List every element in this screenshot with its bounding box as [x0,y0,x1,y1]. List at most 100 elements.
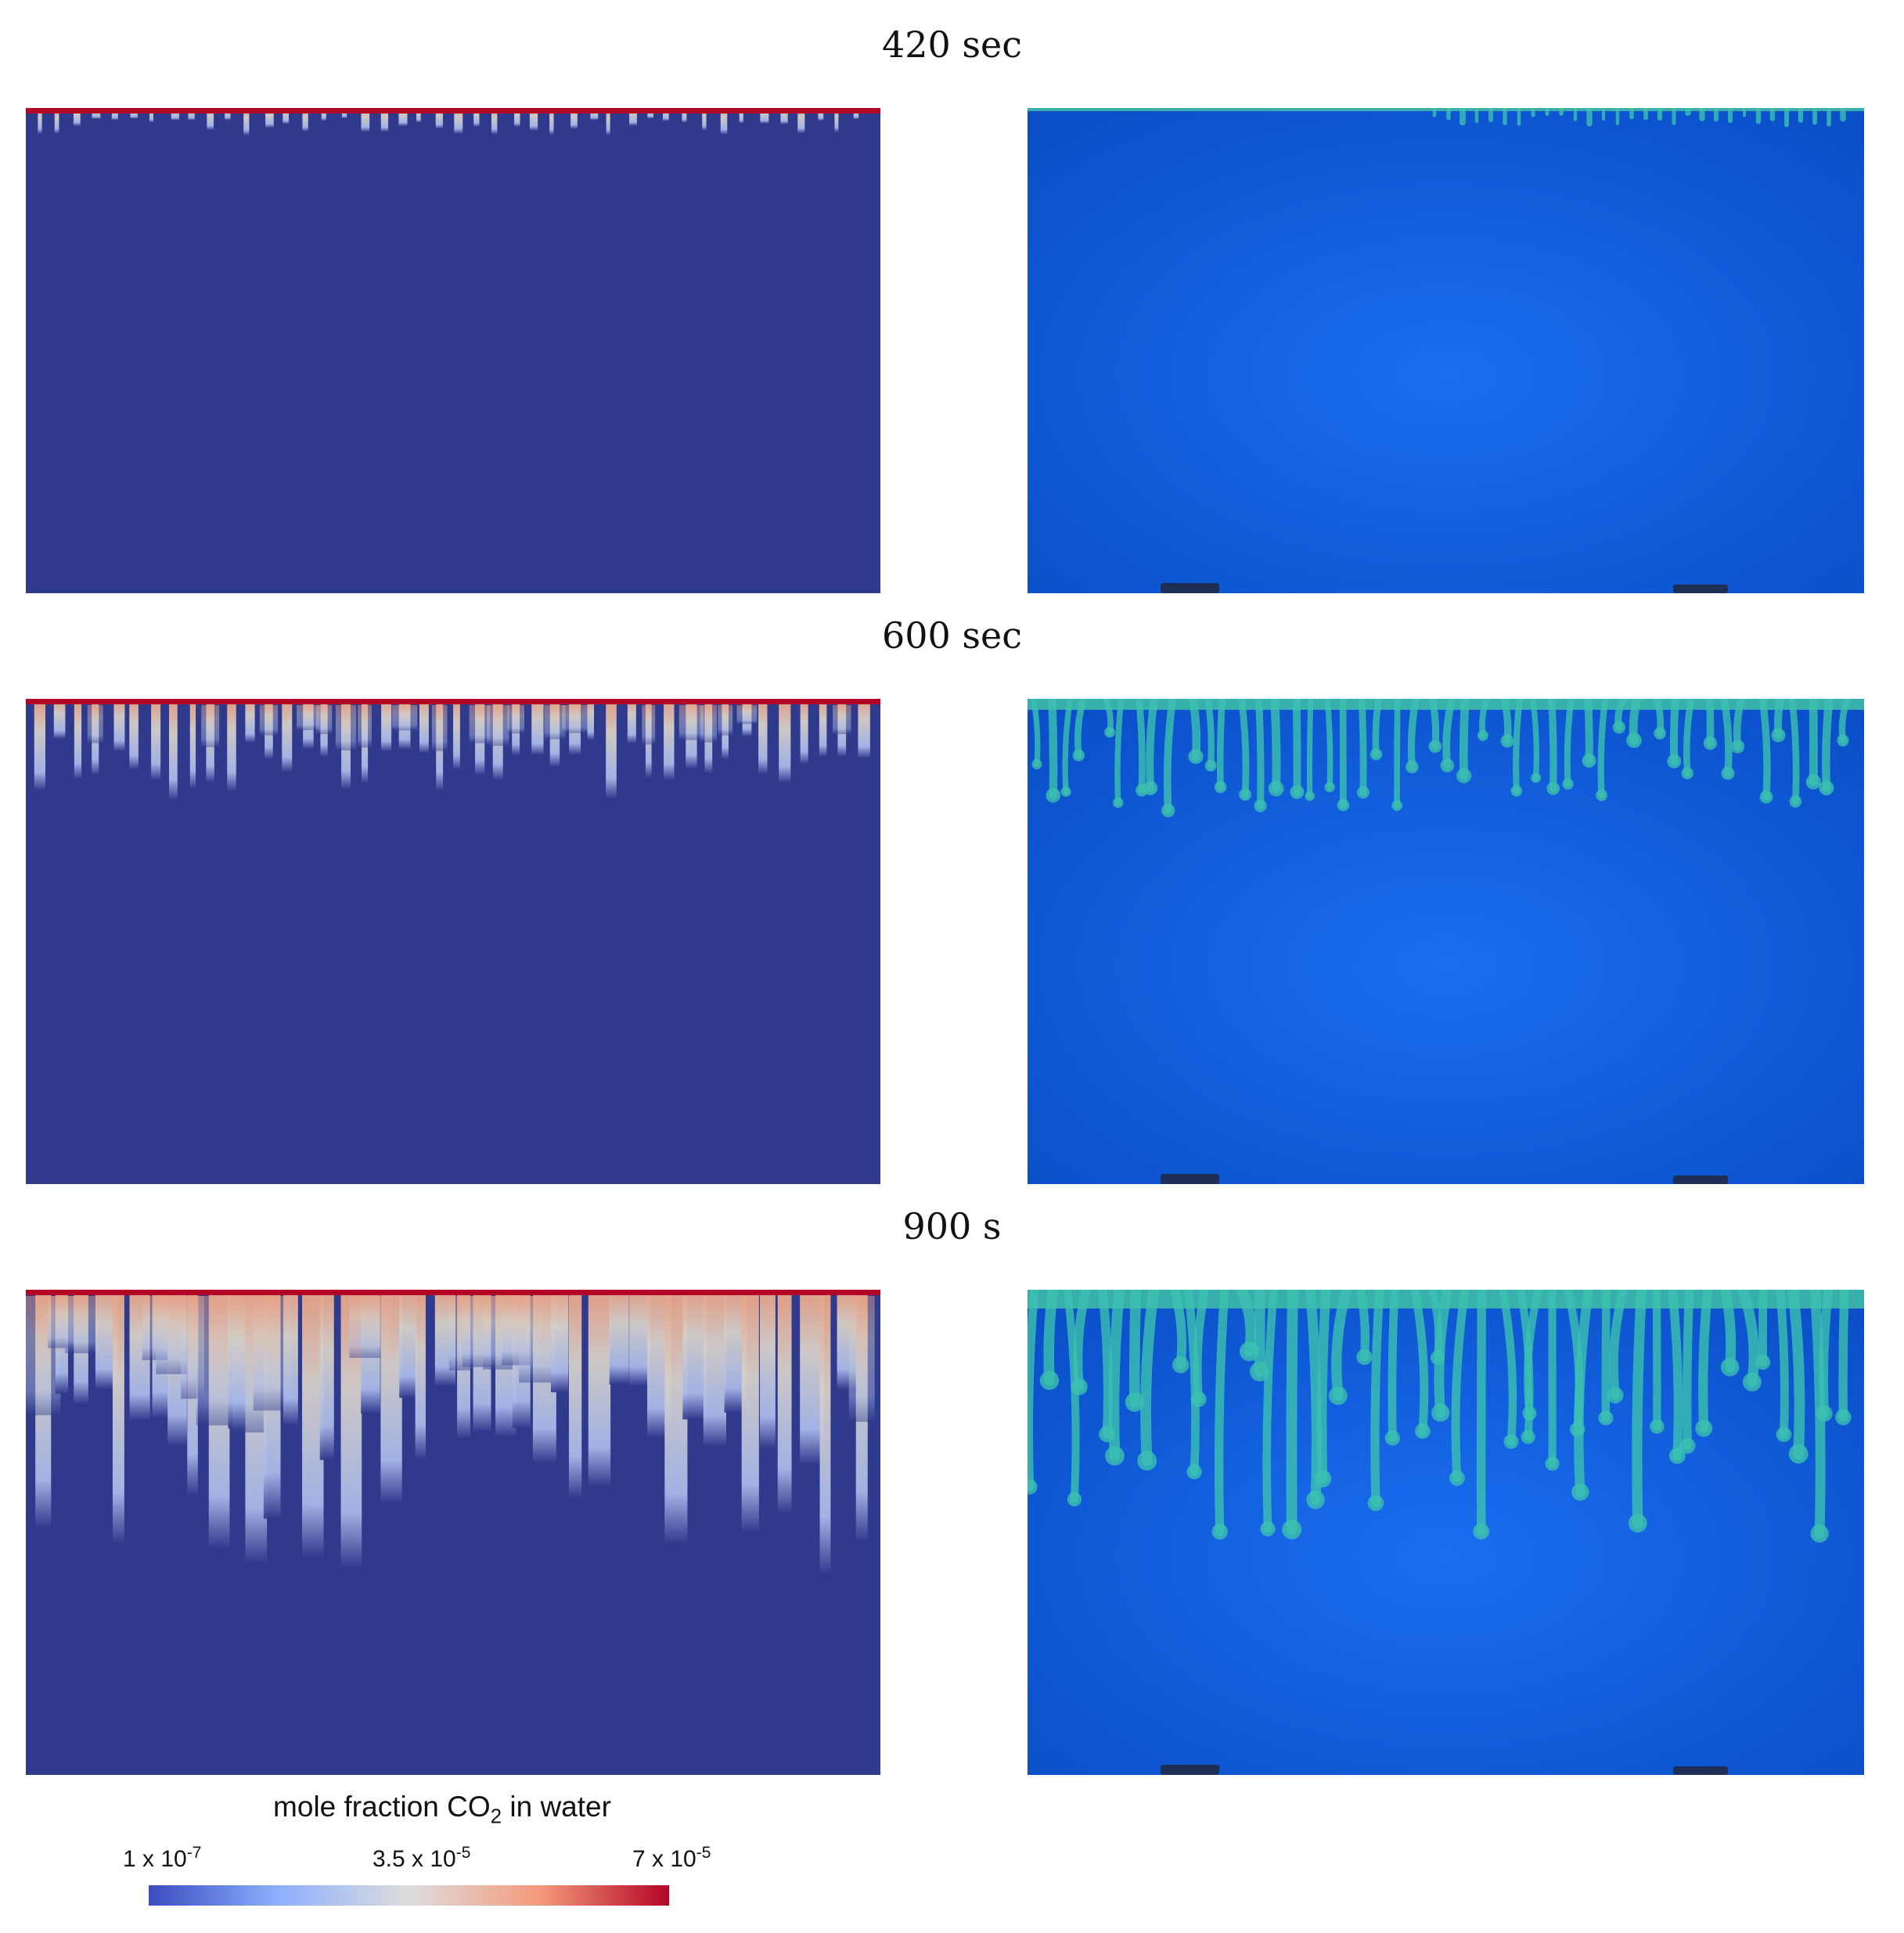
sim-finger [283,108,290,124]
exp-plume-tip [1771,728,1786,743]
exp-plume [1238,699,1250,798]
exp-plume-tip [1835,1409,1852,1426]
sim-finger [419,699,429,754]
exp-plume [1597,699,1609,799]
sim-finger-halo [718,705,733,736]
sim-finger [112,1290,124,1544]
exp-plume [1683,699,1695,777]
exp-plume [1451,1290,1470,1483]
sim-finger-halo [297,705,320,730]
exp-plume-tip [1545,1456,1560,1471]
exp-plume [1838,1290,1849,1422]
exp-plume-tip [1028,1479,1038,1495]
exp-plume-tip [1449,1470,1465,1486]
exp-plume [1048,699,1058,800]
exp-plume-group [1028,1290,1852,1543]
sim-finger [760,108,769,124]
sim-finger [590,108,599,121]
sim-finger [531,699,544,755]
exp-plume-tip [1305,790,1316,801]
exp-plume-tip [1654,727,1666,740]
exp-plume-tip [1546,782,1560,795]
sim-finger [529,108,538,131]
exp-plume-tip [1789,795,1802,808]
exp-plume-tip [1337,798,1350,812]
exp-plume [1683,1290,1694,1451]
sim-finger [739,108,743,124]
exp-plume-tip [1060,787,1071,797]
sim-finger [243,108,250,136]
sim-finger [283,1290,298,1426]
sim-finger [34,699,45,790]
exp-plume-tip [1239,788,1252,801]
sim-finger [588,1290,611,1487]
exp-background [1028,108,1864,593]
exp-plume [1410,1290,1429,1436]
exp-plume [1043,1290,1059,1386]
exp-plume-tip [1211,1523,1228,1540]
exp-plume-group [1432,108,1846,128]
exp-plume [1114,699,1125,806]
sim-finger [797,108,805,134]
sim-finger-halo [736,705,758,725]
sim-finger [380,108,389,132]
exp-plume-tip [1356,1348,1373,1366]
sim-finger [398,108,408,127]
sim-finger-halo [259,705,279,736]
exp-plume [1669,699,1679,765]
sim-finger [663,108,669,121]
sim-finger [491,108,498,135]
exp-plume-tip [1816,1405,1833,1422]
sim-finger [800,699,808,765]
exp-plume [1609,1290,1629,1400]
sim-fingers-600 [26,699,880,800]
sim-finger-halo [642,705,656,745]
experiment-photo-900 [1028,1290,1864,1775]
sim-finger [38,108,42,135]
exp-plume [1668,1290,1683,1460]
sim-finger-halo [562,705,588,733]
sim-finger [188,108,195,121]
exp-clamp-right [1673,1766,1728,1775]
colorbar-title: mole fraction CO2 in water [149,1791,736,1828]
colorbar [149,1885,669,1906]
exp-plume [1434,1290,1453,1418]
colorbar-tick-mid: 3.5 x 10-5 [373,1844,470,1873]
sim-finger [227,699,236,791]
tick-min-exponent: -7 [186,1844,202,1862]
colorbar-title-suffix: in water [502,1791,611,1823]
sim-finger [853,108,859,120]
exp-plume-tip [1039,1370,1060,1391]
exp-plume [1324,699,1334,790]
sim-fingers-900 [26,1290,880,1575]
simulation-panel-600 [26,699,880,1184]
sim-finger-group [26,1290,875,1575]
exp-plume [1292,699,1301,796]
exp-plume [1819,1290,1834,1419]
exp-plume [1564,699,1575,787]
exp-plume [1720,699,1733,777]
exp-plume-tip [1679,1438,1696,1454]
exp-plume [1698,1290,1713,1434]
sim-finger [682,108,687,123]
exp-plume-tip [1500,734,1514,748]
exp-plume-tip [1473,1523,1490,1540]
sim-finger [416,108,421,123]
sim-finger-halo [391,705,418,731]
exp-plumes-420 [1028,108,1864,593]
exp-plume-tip [1730,740,1745,754]
exp-plume-tip [1612,721,1626,734]
exp-plume-tip [1759,790,1773,804]
exp-plume [1758,1290,1768,1367]
sim-finger-halo [507,705,525,734]
exp-plume [1064,1290,1080,1503]
exp-plume [1737,1290,1759,1388]
exp-plume [1108,1290,1125,1462]
tick-mid-mantissa: 3.5 x 10 [373,1846,456,1872]
sim-finger [54,108,59,134]
exp-plume [1720,1290,1737,1373]
exp-plume-tip [1440,758,1455,772]
exp-clamp-left [1161,1765,1219,1775]
exp-plume [1163,699,1177,815]
exp-plumes-900 [1028,1290,1864,1775]
